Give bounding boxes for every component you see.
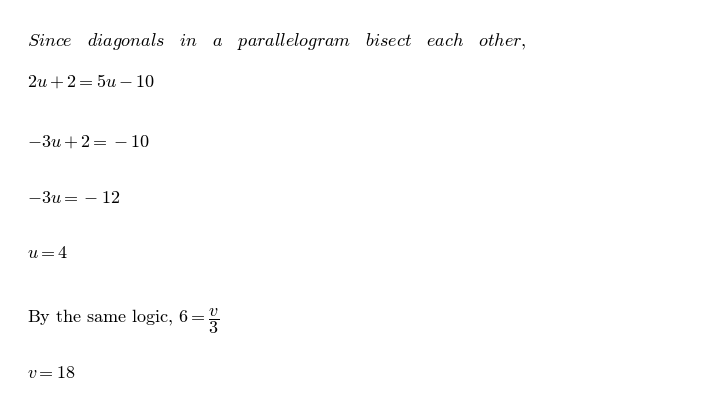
Text: $-3u + 2 = -10$: $-3u + 2 = -10$ <box>27 132 150 151</box>
Text: $u = 4$: $u = 4$ <box>27 244 68 263</box>
Text: $v = 18$: $v = 18$ <box>27 364 76 382</box>
Text: $2u + 2 = 5u - 10$: $2u + 2 = 5u - 10$ <box>27 73 156 91</box>
Text: $\text{By the same logic, } 6 = \dfrac{v}{3}$: $\text{By the same logic, } 6 = \dfrac{v… <box>27 306 220 336</box>
Text: $Since\quad diagonals\quad in\quad a\quad parallelogram\quad bisect\quad each\qu: $Since\quad diagonals\quad in\quad a\qua… <box>27 32 527 52</box>
Text: $-3u = -12$: $-3u = -12$ <box>27 188 121 207</box>
